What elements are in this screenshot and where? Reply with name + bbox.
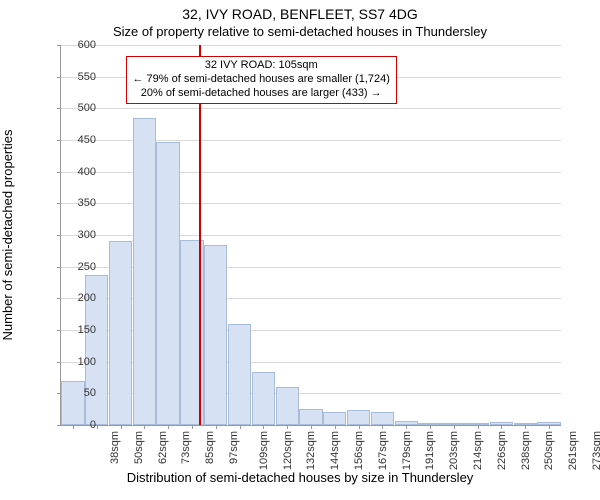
xtick-mark xyxy=(382,425,383,429)
histogram-bar xyxy=(252,372,275,425)
gridline-h xyxy=(61,108,561,109)
xtick-mark xyxy=(121,425,122,429)
xtick-label: 250sqm xyxy=(544,431,556,470)
xtick-label: 273sqm xyxy=(591,431,600,470)
page-title-line1: 32, IVY ROAD, BENFLEET, SS7 4DG xyxy=(0,6,600,22)
xtick-mark xyxy=(144,425,145,429)
annotation-line: 20% of semi-detached houses are larger (… xyxy=(133,87,390,101)
xtick-label: 97sqm xyxy=(228,431,240,464)
xtick-label: 85sqm xyxy=(204,431,216,464)
xtick-label: 144sqm xyxy=(329,431,341,470)
annotation-line: 32 IVY ROAD: 105sqm xyxy=(133,59,390,73)
xtick-mark xyxy=(192,425,193,429)
xtick-mark xyxy=(168,425,169,429)
xtick-label: 73sqm xyxy=(180,431,192,464)
annotation-box: 32 IVY ROAD: 105sqm← 79% of semi-detache… xyxy=(126,56,397,103)
histogram-bar xyxy=(299,409,322,425)
histogram-bar xyxy=(323,412,346,425)
histogram-bar xyxy=(109,241,132,425)
ytick-label: 300 xyxy=(46,229,96,241)
xtick-label: 132sqm xyxy=(306,431,318,470)
xtick-label: 50sqm xyxy=(133,431,145,464)
ytick-label: 550 xyxy=(46,71,96,83)
histogram-bar xyxy=(156,142,179,425)
xtick-label: 38sqm xyxy=(109,431,121,464)
annotation-line: ← 79% of semi-detached houses are smalle… xyxy=(133,73,390,87)
histogram-bar xyxy=(133,118,156,425)
xtick-mark xyxy=(549,425,550,429)
ytick-label: 350 xyxy=(46,197,96,209)
xtick-label: 179sqm xyxy=(401,431,413,470)
xtick-mark xyxy=(97,425,98,429)
ytick-label: 50 xyxy=(46,387,96,399)
ytick-label: 400 xyxy=(46,166,96,178)
xtick-mark xyxy=(335,425,336,429)
xtick-label: 214sqm xyxy=(472,431,484,470)
histogram-bar xyxy=(347,410,370,425)
histogram-bar xyxy=(228,324,251,425)
xtick-mark xyxy=(406,425,407,429)
x-axis-label: Distribution of semi-detached houses by … xyxy=(0,470,600,485)
gridline-h xyxy=(61,45,561,46)
xtick-label: 120sqm xyxy=(282,431,294,470)
xtick-label: 156sqm xyxy=(353,431,365,470)
xtick-label: 167sqm xyxy=(377,431,389,470)
xtick-mark xyxy=(430,425,431,429)
xtick-mark xyxy=(501,425,502,429)
ytick-label: 450 xyxy=(46,134,96,146)
y-axis-label: Number of semi-detached properties xyxy=(0,130,15,341)
ytick-label: 200 xyxy=(46,292,96,304)
ytick-label: 100 xyxy=(46,356,96,368)
xtick-label: 191sqm xyxy=(425,431,437,470)
page-title-line2: Size of property relative to semi-detach… xyxy=(0,24,600,39)
ytick-label: 0 xyxy=(46,419,96,431)
xtick-label: 261sqm xyxy=(567,431,579,470)
xtick-mark xyxy=(525,425,526,429)
histogram-bar xyxy=(276,387,299,425)
ytick-label: 250 xyxy=(46,261,96,273)
xtick-label: 203sqm xyxy=(448,431,460,470)
xtick-mark xyxy=(263,425,264,429)
ytick-label: 600 xyxy=(46,39,96,51)
xtick-mark xyxy=(240,425,241,429)
xtick-label: 226sqm xyxy=(496,431,508,470)
xtick-mark xyxy=(478,425,479,429)
histogram-bar xyxy=(204,245,227,426)
xtick-label: 62sqm xyxy=(157,431,169,464)
ytick-label: 500 xyxy=(46,102,96,114)
xtick-label: 238sqm xyxy=(520,431,532,470)
histogram-bar xyxy=(371,412,394,425)
xtick-mark xyxy=(216,425,217,429)
ytick-label: 150 xyxy=(46,324,96,336)
xtick-mark xyxy=(287,425,288,429)
xtick-mark xyxy=(359,425,360,429)
xtick-label: 109sqm xyxy=(258,431,270,470)
xtick-mark xyxy=(311,425,312,429)
histogram-plot-area: 32 IVY ROAD: 105sqm← 79% of semi-detache… xyxy=(60,45,561,426)
xtick-mark xyxy=(454,425,455,429)
